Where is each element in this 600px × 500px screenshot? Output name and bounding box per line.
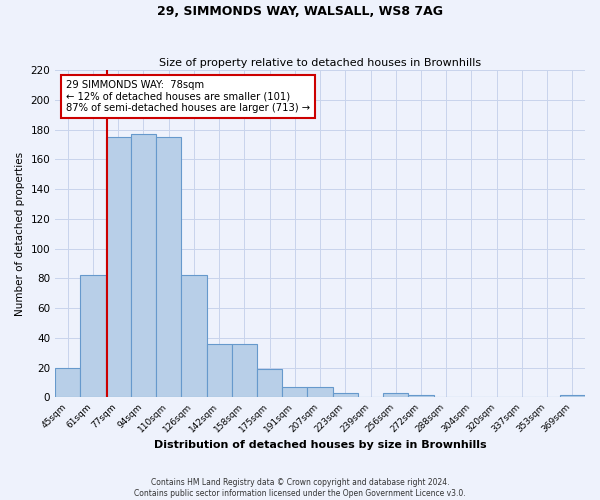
Text: Contains HM Land Registry data © Crown copyright and database right 2024.
Contai: Contains HM Land Registry data © Crown c… <box>134 478 466 498</box>
Bar <box>560 394 585 398</box>
Bar <box>106 137 131 398</box>
Bar <box>383 393 409 398</box>
Bar <box>80 276 106 398</box>
Bar <box>55 368 80 398</box>
Bar <box>332 393 358 398</box>
Title: Size of property relative to detached houses in Brownhills: Size of property relative to detached ho… <box>159 58 481 68</box>
Text: 29, SIMMONDS WAY, WALSALL, WS8 7AG: 29, SIMMONDS WAY, WALSALL, WS8 7AG <box>157 5 443 18</box>
Bar <box>181 276 206 398</box>
Y-axis label: Number of detached properties: Number of detached properties <box>15 152 25 316</box>
Bar <box>131 134 156 398</box>
X-axis label: Distribution of detached houses by size in Brownhills: Distribution of detached houses by size … <box>154 440 487 450</box>
Text: 29 SIMMONDS WAY:  78sqm
← 12% of detached houses are smaller (101)
87% of semi-d: 29 SIMMONDS WAY: 78sqm ← 12% of detached… <box>66 80 310 113</box>
Bar <box>156 137 181 398</box>
Bar <box>206 344 232 398</box>
Bar <box>257 369 282 398</box>
Bar <box>232 344 257 398</box>
Bar <box>409 394 434 398</box>
Bar <box>307 387 332 398</box>
Bar <box>282 387 307 398</box>
